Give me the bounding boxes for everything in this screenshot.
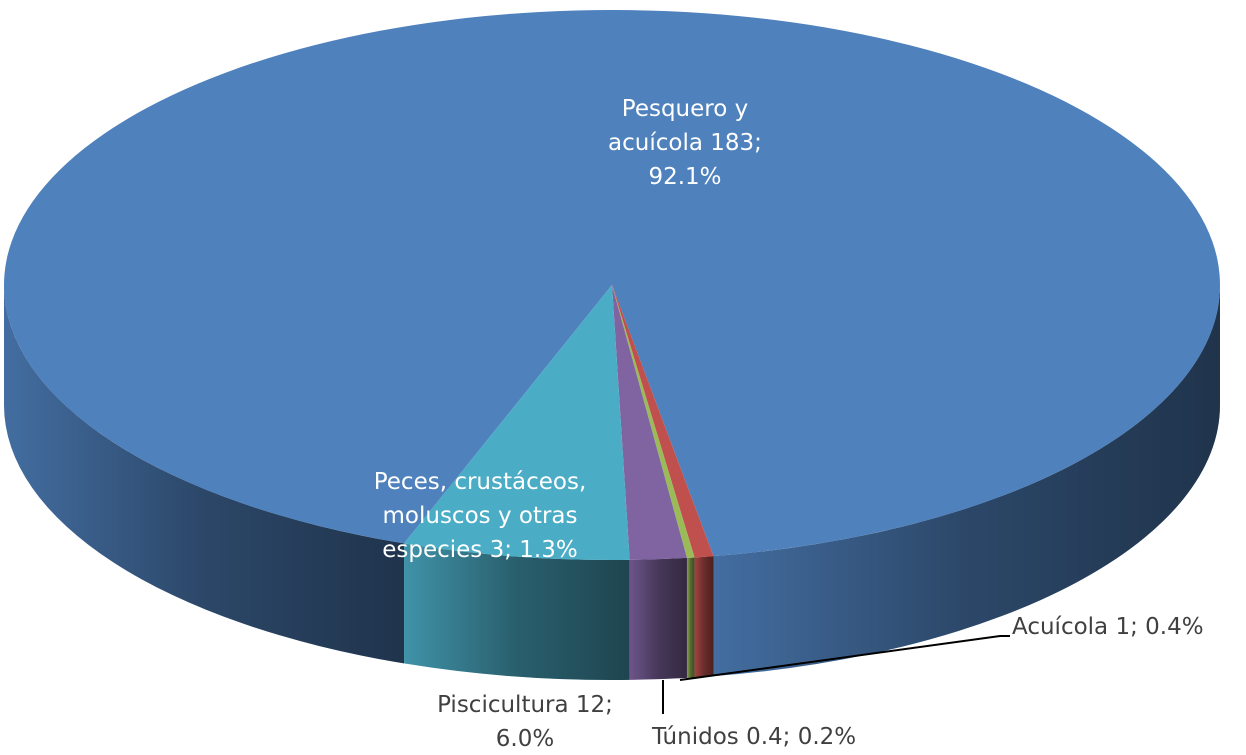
category-label: Túnidos — [652, 724, 739, 750]
slice — [612, 285, 687, 560]
slice-label: Pesquero y acuícola 183; 92.1% — [600, 92, 770, 194]
side-shade — [713, 285, 1220, 677]
slice — [4, 10, 1221, 557]
slice — [404, 285, 630, 560]
data-label: 3; 1.3% — [489, 537, 578, 563]
slice-label: Acuícola 1; 0.4% — [1012, 610, 1204, 644]
side-shade — [4, 285, 405, 664]
pie-sides — [4, 285, 1220, 680]
data-label: 1; 0.4% — [1115, 614, 1204, 640]
data-label: 183; 92.1% — [648, 130, 762, 190]
slice-label: Túnidos 0.4; 0.2% — [652, 720, 856, 754]
category-label: Piscicultura — [437, 692, 569, 718]
category-label: Pesquero y acuícola — [608, 96, 749, 156]
data-label: 0.4; 0.2% — [746, 724, 857, 750]
category-label: Peces, crustáceos, moluscos y otras espe… — [373, 469, 587, 563]
leader-line — [679, 635, 1010, 681]
slice — [612, 285, 695, 558]
side-shade — [686, 557, 695, 678]
pie-tops — [4, 10, 1221, 560]
slice-label: Piscicultura 12; 6.0% — [415, 688, 635, 755]
side-shade — [694, 556, 714, 678]
data-label: 12; 6.0% — [495, 692, 613, 752]
side-shade — [404, 543, 630, 680]
slice-label: Peces, crustáceos, moluscos y otras espe… — [350, 465, 610, 567]
category-label: Acuícola — [1012, 614, 1109, 640]
slice — [612, 285, 714, 558]
side-shade — [629, 557, 687, 680]
